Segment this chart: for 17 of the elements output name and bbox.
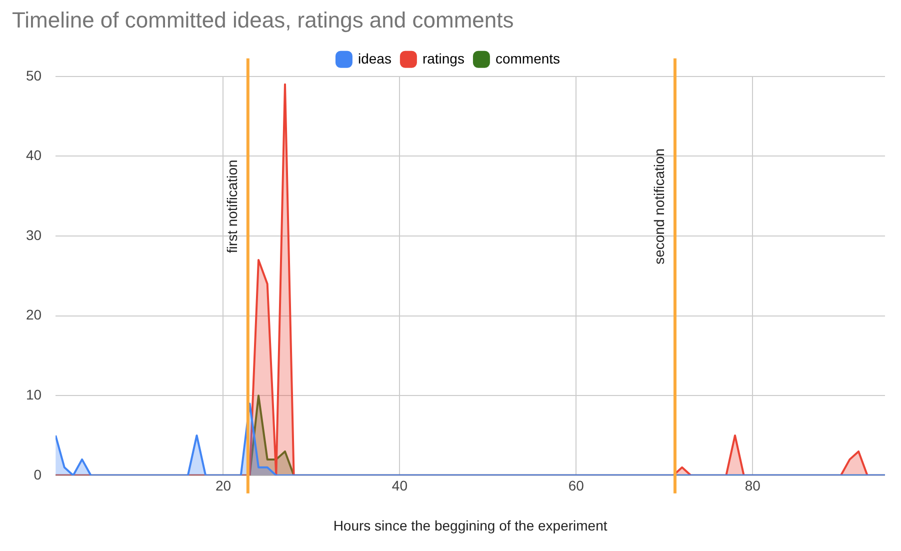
- y-tick-label: 30: [26, 226, 42, 243]
- chart-title: Timeline of committed ideas, ratings and comments: [12, 7, 514, 32]
- ref-line-label: first notification: [224, 160, 240, 254]
- y-tick-label: 10: [26, 386, 42, 402]
- y-tick-label: 40: [26, 147, 42, 164]
- x-axis-title: Hours since the beggining of the experiment: [333, 517, 608, 534]
- x-tick-label: 60: [568, 478, 584, 494]
- legend-label: ratings: [422, 50, 464, 66]
- y-tick-label: 0: [34, 466, 42, 482]
- x-tick-label: 40: [392, 478, 408, 494]
- x-tick-label: 20: [215, 478, 232, 494]
- ref-line-label: second notification: [650, 148, 667, 264]
- legend-label: comments: [495, 50, 560, 66]
- y-tick-label: 50: [26, 67, 42, 84]
- legend-label: ideas: [358, 50, 392, 66]
- y-tick-label: 20: [26, 306, 42, 323]
- x-tick-label: 80: [744, 478, 761, 494]
